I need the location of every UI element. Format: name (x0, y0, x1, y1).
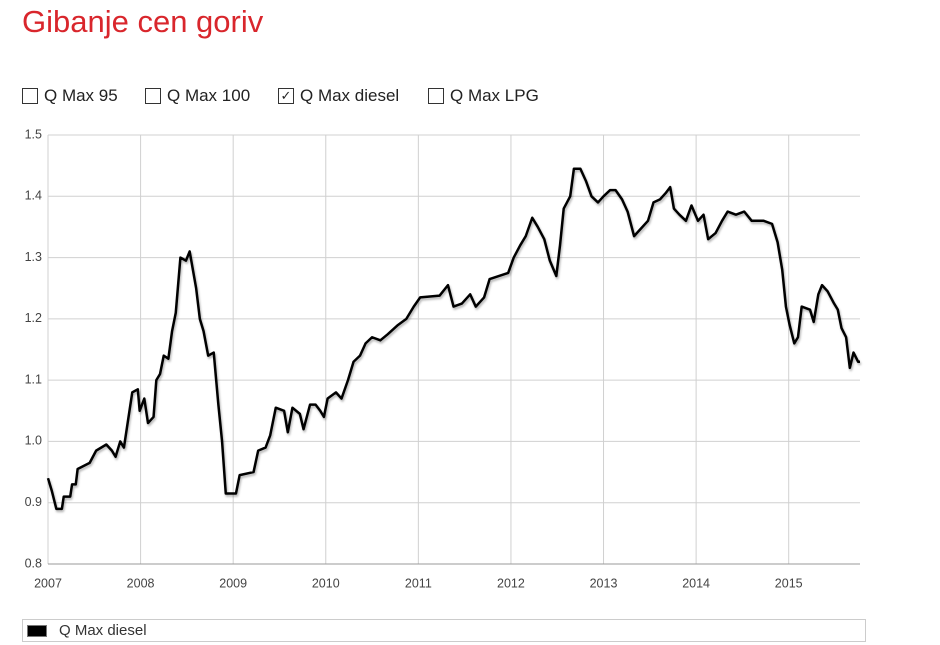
checkbox-label[interactable]: Q Max LPG (450, 86, 539, 105)
x-tick-label: 2009 (219, 576, 247, 590)
y-tick-label: 1.5 (25, 127, 42, 141)
checkbox[interactable] (22, 88, 38, 104)
y-tick-label: 1.0 (25, 434, 42, 448)
x-tick-label: 2011 (405, 576, 432, 590)
checkbox[interactable] (428, 88, 444, 104)
y-tick-label: 1.3 (25, 250, 42, 264)
y-tick-label: 1.2 (25, 311, 42, 325)
chart: 0.8 0.9 1.0 1.1 1.2 1.3 1.4 1.5 2007 2008 2009 2010… (25, 127, 860, 590)
data-line (46, 167, 860, 511)
y-tick-label: 0.9 (25, 495, 42, 509)
x-tick-label: 2007 (34, 576, 62, 590)
x-tick-label: 2015 (775, 576, 803, 590)
checkbox-label[interactable]: Q Max diesel (300, 86, 400, 105)
checkbox[interactable] (145, 88, 161, 104)
x-tick-label: 2012 (497, 576, 525, 590)
x-tick-label: 2014 (682, 576, 710, 590)
checkbox[interactable]: ✓ (278, 88, 294, 104)
x-tick-label: 2008 (127, 576, 155, 590)
checkbox-label[interactable]: Q Max 100 (167, 86, 251, 105)
y-tick-label: 1.1 (25, 372, 42, 386)
x-tick-label: 2013 (590, 576, 618, 590)
legend-swatch (27, 624, 47, 637)
fuel-checkbox[interactable]: ✓ Q Max diesel (278, 86, 399, 106)
chart-title: Gibanje cen goriv (22, 4, 264, 39)
fuel-checkbox[interactable]: Q Max LPG (428, 86, 539, 106)
y-tick-label: 1.4 (25, 189, 42, 203)
y-tick-label: 0.8 (25, 556, 42, 570)
x-tick-label: 2010 (312, 576, 340, 590)
legend: Q Max diesel (22, 619, 866, 642)
fuel-checkbox[interactable]: Q Max 95 (22, 86, 118, 106)
legend-label: Q Max diesel (59, 622, 147, 639)
fuel-checkbox[interactable]: Q Max 100 (145, 86, 250, 106)
checkbox-label[interactable]: Q Max 95 (44, 86, 118, 105)
